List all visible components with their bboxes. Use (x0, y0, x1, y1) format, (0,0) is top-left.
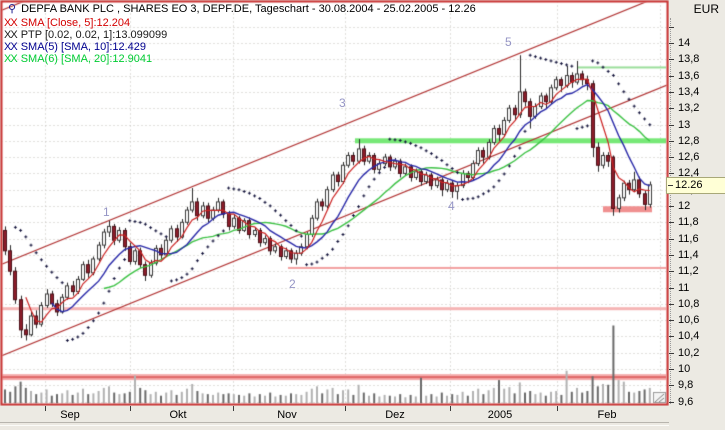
elliott-wave-label-4: 4 (448, 199, 455, 213)
price-axis-label: 10,8 (678, 297, 700, 310)
price-axis-label: 13,8 (678, 53, 700, 66)
time-axis-tick (233, 406, 234, 411)
price-axis-tick (669, 108, 674, 109)
elliott-wave-label-2: 2 (289, 277, 296, 291)
price-axis-tick (669, 369, 674, 370)
price-axis-tick (669, 239, 674, 240)
price-axis-label: 12,6 (678, 151, 700, 164)
price-axis-label: 10 (678, 363, 691, 375)
price-axis-label: 11 (678, 281, 690, 294)
price-axis-tick (669, 157, 674, 158)
time-axis-tick (450, 406, 451, 411)
price-axis-tick (669, 288, 674, 289)
price-axis-dotline (670, 18, 671, 404)
price-axis-label: 11,8 (678, 216, 699, 229)
price-axis-tick (669, 125, 674, 126)
current-price-tag: 12.26 (666, 176, 725, 194)
legend-item-2[interactable]: XX SMA(5) [SMA, 10]:12.429 (4, 41, 146, 53)
legend-label: PTP [0.02, 0.02, 1]:13.099099 (20, 29, 168, 41)
pin-icon[interactable]: ⚲ (8, 3, 17, 15)
legend-label: SMA [Close, 5]:12.204 (20, 17, 131, 29)
price-axis-tick (669, 320, 674, 321)
legend-item-1[interactable]: XX PTP [0.02, 0.02, 1]:13.099099 (4, 29, 167, 41)
price-axis-tick (669, 402, 674, 403)
price-axis-label: 12,4 (678, 167, 700, 180)
time-axis-label: 2005 (487, 409, 513, 421)
legend-toggle-icon[interactable]: XX (4, 41, 18, 53)
axis-corner (669, 406, 725, 430)
elliott-wave-label-1: 1 (103, 205, 110, 219)
price-axis-label: 10,2 (678, 346, 700, 359)
price-axis-label: 11,2 (678, 265, 699, 278)
time-axis-label: Dez (385, 409, 405, 421)
price-axis-tick (669, 385, 674, 386)
time-axis-label: Okt (169, 409, 187, 421)
price-axis-tick (669, 173, 674, 174)
time-axis-label: Feb (597, 409, 617, 421)
price-axis-label: 11,4 (678, 248, 699, 261)
price-axis-tick (669, 141, 674, 142)
price-axis-label: 13 (678, 118, 691, 131)
legend-label: SMA(5) [SMA, 10]:12.429 (20, 41, 147, 53)
price-axis-label: 12,8 (678, 134, 700, 147)
legend-toggle-icon[interactable]: XX (4, 53, 18, 65)
window-bottom-edge (0, 422, 669, 426)
legend-item-0[interactable]: XX SMA [Close, 5]:12.204 (4, 17, 130, 29)
price-axis-tick (669, 27, 674, 28)
price-axis-label: 13,6 (678, 69, 700, 82)
time-axis-tick (45, 406, 46, 411)
elliott-wave-label-3: 3 (339, 96, 346, 110)
legend-label: SMA(6) [SMA, 20]:12.9041 (20, 53, 153, 65)
time-axis-tick (130, 406, 131, 411)
price-axis-tick (669, 353, 674, 354)
price-axis-tick (669, 222, 674, 223)
price-axis-label: 13,4 (678, 85, 700, 98)
price-axis-tick (669, 59, 674, 60)
legend-toggle-icon[interactable]: XX (4, 17, 18, 29)
price-axis[interactable]: EUR 12.26 14 13,8 13,6 13,4 13,2 13 12,8 12,6 12… (666, 0, 725, 408)
price-axis-label: 11,6 (678, 232, 699, 245)
legend-item-3[interactable]: XX SMA(6) [SMA, 20]:12.9041 (4, 53, 152, 65)
price-axis-label: 14 (678, 37, 691, 49)
price-chart-canvas[interactable] (0, 0, 669, 407)
price-axis-tick (669, 255, 674, 256)
time-axis-tick (557, 406, 558, 411)
legend-toggle-icon[interactable]: XX (4, 29, 18, 41)
price-axis-label: 13,2 (678, 102, 700, 115)
price-axis-label: 9,6 (678, 395, 694, 408)
time-axis-label: Sep (60, 409, 80, 421)
elliott-wave-label-5: 5 (505, 35, 512, 49)
time-axis-tick (345, 406, 346, 411)
price-axis-tick (669, 271, 674, 272)
time-axis-label: Nov (277, 409, 297, 421)
price-axis-tick (669, 43, 674, 44)
price-axis-label: 10,4 (678, 330, 700, 343)
price-axis-tick (669, 336, 674, 337)
time-axis[interactable]: Sep Okt Nov Dez 2005 Feb (0, 406, 669, 422)
price-axis-label: 12 (678, 200, 691, 212)
price-axis-label: 10,6 (678, 314, 700, 327)
price-axis-tick (669, 76, 674, 77)
price-axis-tick (669, 92, 674, 93)
price-axis-tick (669, 206, 674, 207)
window-title: DEPFA BANK PLC , SHARES EO 3, DEPF.DE, T… (21, 3, 476, 15)
price-axis-tick (669, 304, 674, 305)
currency-label: EUR (693, 2, 719, 16)
title-bar: ⚲ DEPFA BANK PLC , SHARES EO 3, DEPF.DE, … (8, 2, 476, 15)
price-axis-label: 9,8 (678, 379, 694, 392)
